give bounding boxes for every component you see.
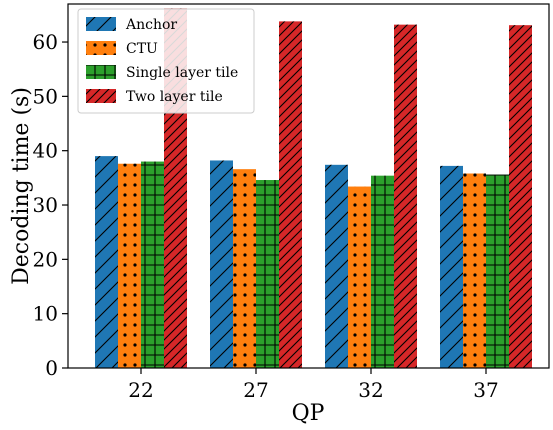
x-tick-label: 22 <box>128 378 153 402</box>
bar <box>325 164 348 368</box>
plot-frame <box>67 3 550 369</box>
y-tick-label: 30 <box>33 193 58 217</box>
x-tick-label: 32 <box>358 378 383 402</box>
y-tick-label: 0 <box>45 356 58 380</box>
bar <box>95 156 118 368</box>
y-tick-label: 40 <box>33 139 58 163</box>
x-tick-label: 37 <box>473 378 498 402</box>
legend-label: Anchor <box>125 17 177 33</box>
bar <box>509 25 532 369</box>
legend-item: CTU <box>86 41 158 57</box>
y-tick-label: 10 <box>33 302 58 326</box>
legend-label: Single layer tile <box>126 65 238 81</box>
bar <box>394 24 417 368</box>
bar <box>486 174 509 368</box>
bar <box>210 160 233 368</box>
bar <box>440 165 463 368</box>
legend-label: Two layer tile <box>126 89 223 105</box>
legend-item: Two layer tile <box>86 89 223 105</box>
legend-item: Single layer tile <box>86 65 238 81</box>
bar <box>233 169 256 368</box>
legend-item: Anchor <box>86 17 177 33</box>
legend: Anchor CTU Single layer tile Two layer tile <box>77 8 255 114</box>
bar <box>256 180 279 368</box>
legend-frame <box>77 8 255 114</box>
y-axis: 0 10 20 30 40 50 60 <box>33 30 68 380</box>
bar <box>279 21 302 369</box>
x-tick-label: 27 <box>243 378 268 402</box>
y-axis-title: Decoding time (s) <box>9 87 34 285</box>
x-axis: 22 27 32 37 <box>128 368 499 402</box>
y-tick-label: 50 <box>33 84 58 108</box>
x-axis-title: QP <box>292 401 325 426</box>
y-tick-label: 60 <box>33 30 58 54</box>
bar <box>463 173 486 368</box>
bar <box>118 163 141 368</box>
bar <box>348 186 371 368</box>
y-tick-label: 20 <box>33 247 58 271</box>
legend-label: CTU <box>126 41 158 57</box>
bar <box>371 175 394 368</box>
bar <box>141 161 164 368</box>
bars-group <box>95 8 532 369</box>
